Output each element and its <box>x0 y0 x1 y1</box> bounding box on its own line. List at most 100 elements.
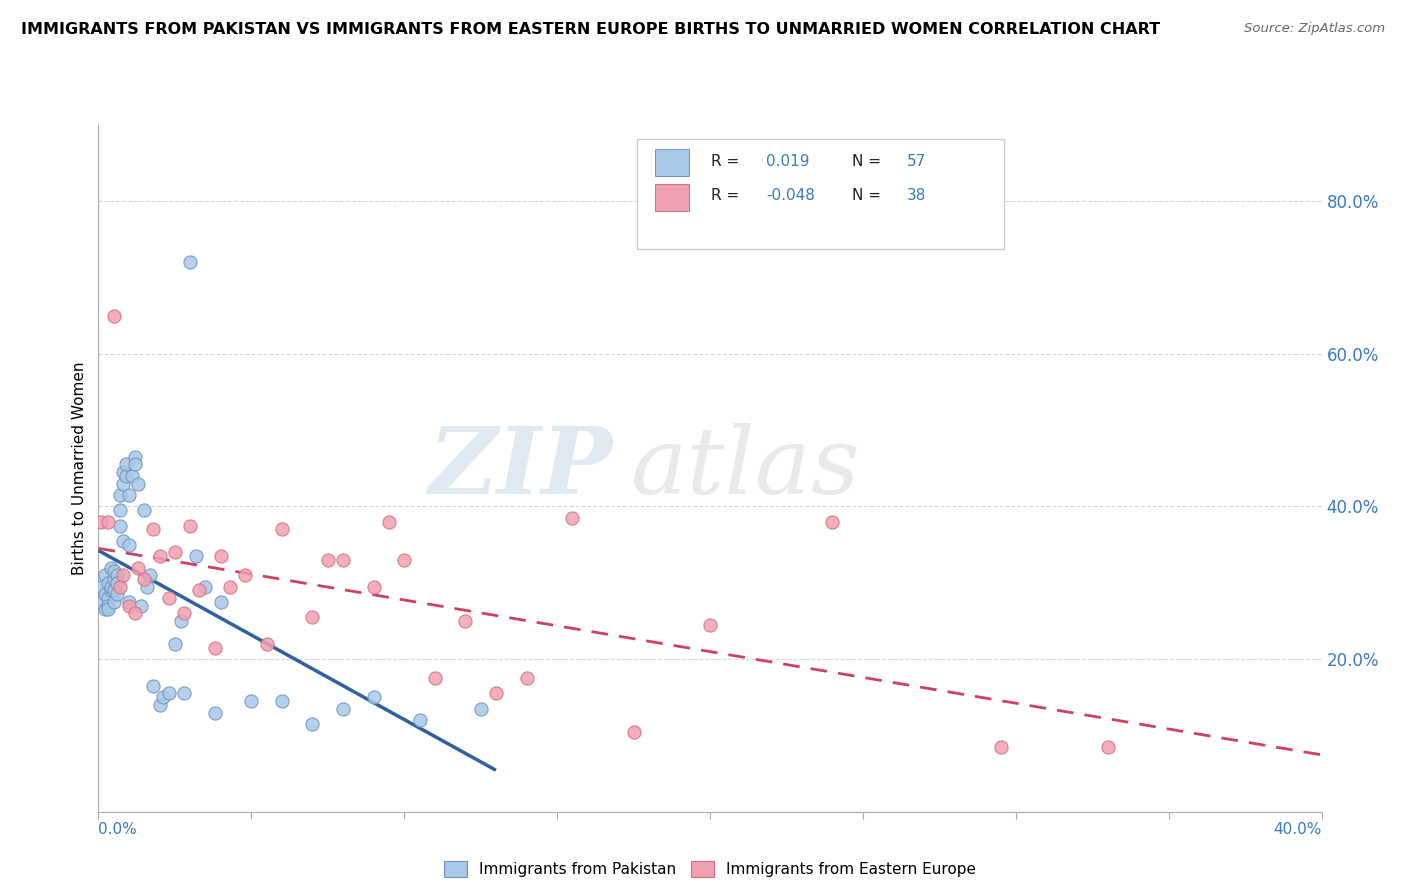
Point <box>108 580 131 594</box>
Point <box>139 568 162 582</box>
Text: 57: 57 <box>907 153 927 169</box>
Point <box>188 583 211 598</box>
Point <box>194 580 217 594</box>
Point <box>124 607 146 621</box>
Y-axis label: Births to Unmarried Women: Births to Unmarried Women <box>72 361 87 575</box>
Point <box>134 572 156 586</box>
Point <box>316 553 339 567</box>
Point <box>240 694 263 708</box>
Point <box>821 515 844 529</box>
Point <box>134 503 156 517</box>
FancyBboxPatch shape <box>637 138 1004 249</box>
Point <box>173 607 195 621</box>
Point <box>115 458 138 472</box>
Point <box>408 713 430 727</box>
Point <box>233 568 256 582</box>
Point <box>108 518 131 533</box>
Text: 40.0%: 40.0% <box>1274 822 1322 837</box>
Text: 38: 38 <box>907 188 927 202</box>
Text: N =: N = <box>852 188 882 202</box>
Text: IMMIGRANTS FROM PAKISTAN VS IMMIGRANTS FROM EASTERN EUROPE BIRTHS TO UNMARRIED W: IMMIGRANTS FROM PAKISTAN VS IMMIGRANTS F… <box>21 22 1160 37</box>
Point <box>127 476 149 491</box>
Point <box>623 724 645 739</box>
Point <box>204 640 226 655</box>
Point <box>301 610 323 624</box>
Point <box>100 560 122 574</box>
Point <box>363 580 385 594</box>
Point <box>105 568 128 582</box>
Point <box>115 469 138 483</box>
Point <box>163 637 186 651</box>
Point <box>127 560 149 574</box>
Point <box>157 591 180 605</box>
Point <box>149 698 172 712</box>
Point <box>105 575 128 590</box>
Point <box>152 690 174 705</box>
Point <box>124 458 146 472</box>
Point <box>97 575 120 590</box>
Point <box>1097 739 1119 754</box>
Point <box>209 549 232 563</box>
Point <box>111 465 134 479</box>
Text: -0.048: -0.048 <box>766 188 815 202</box>
Text: N =: N = <box>852 153 882 169</box>
Point <box>270 522 292 536</box>
Point <box>332 701 354 715</box>
Point <box>121 469 143 483</box>
Point <box>97 599 120 613</box>
Text: atlas: atlas <box>630 424 860 513</box>
Point <box>93 587 115 601</box>
Point <box>301 717 323 731</box>
Point <box>103 572 125 586</box>
Point <box>485 686 508 700</box>
Point <box>163 545 186 559</box>
Point <box>97 602 120 616</box>
Point <box>561 511 583 525</box>
Point <box>516 671 538 685</box>
Point <box>111 568 134 582</box>
Point <box>93 568 115 582</box>
Point <box>103 583 125 598</box>
Point <box>209 595 232 609</box>
Point <box>142 522 165 536</box>
Point <box>332 553 354 567</box>
Point <box>392 553 416 567</box>
Point <box>90 515 112 529</box>
Point <box>270 694 292 708</box>
Text: ZIP: ZIP <box>427 424 612 513</box>
Bar <box>655 150 689 177</box>
Point <box>105 587 128 601</box>
Point <box>111 476 134 491</box>
Point <box>103 595 125 609</box>
Text: 0.0%: 0.0% <box>98 822 138 837</box>
Point <box>129 599 152 613</box>
Point <box>97 591 120 605</box>
Point <box>100 580 122 594</box>
Point <box>256 637 278 651</box>
Point <box>118 599 141 613</box>
Point <box>97 515 120 529</box>
Point <box>118 538 141 552</box>
Point <box>100 583 122 598</box>
Point <box>136 580 159 594</box>
Point <box>93 602 115 616</box>
Point <box>423 671 446 685</box>
Point <box>118 488 141 502</box>
Point <box>699 617 721 632</box>
Point <box>103 309 125 323</box>
Text: R =: R = <box>711 153 740 169</box>
Point <box>204 706 226 720</box>
Point <box>179 518 201 533</box>
Point <box>173 686 195 700</box>
Point <box>363 690 385 705</box>
Point <box>157 686 180 700</box>
Bar <box>655 184 689 211</box>
Point <box>90 580 112 594</box>
Point <box>990 739 1012 754</box>
Point <box>142 679 165 693</box>
Point <box>108 488 131 502</box>
Legend: Immigrants from Pakistan, Immigrants from Eastern Europe: Immigrants from Pakistan, Immigrants fro… <box>437 855 983 883</box>
Point <box>186 549 208 563</box>
Point <box>149 549 172 563</box>
Point <box>170 614 193 628</box>
